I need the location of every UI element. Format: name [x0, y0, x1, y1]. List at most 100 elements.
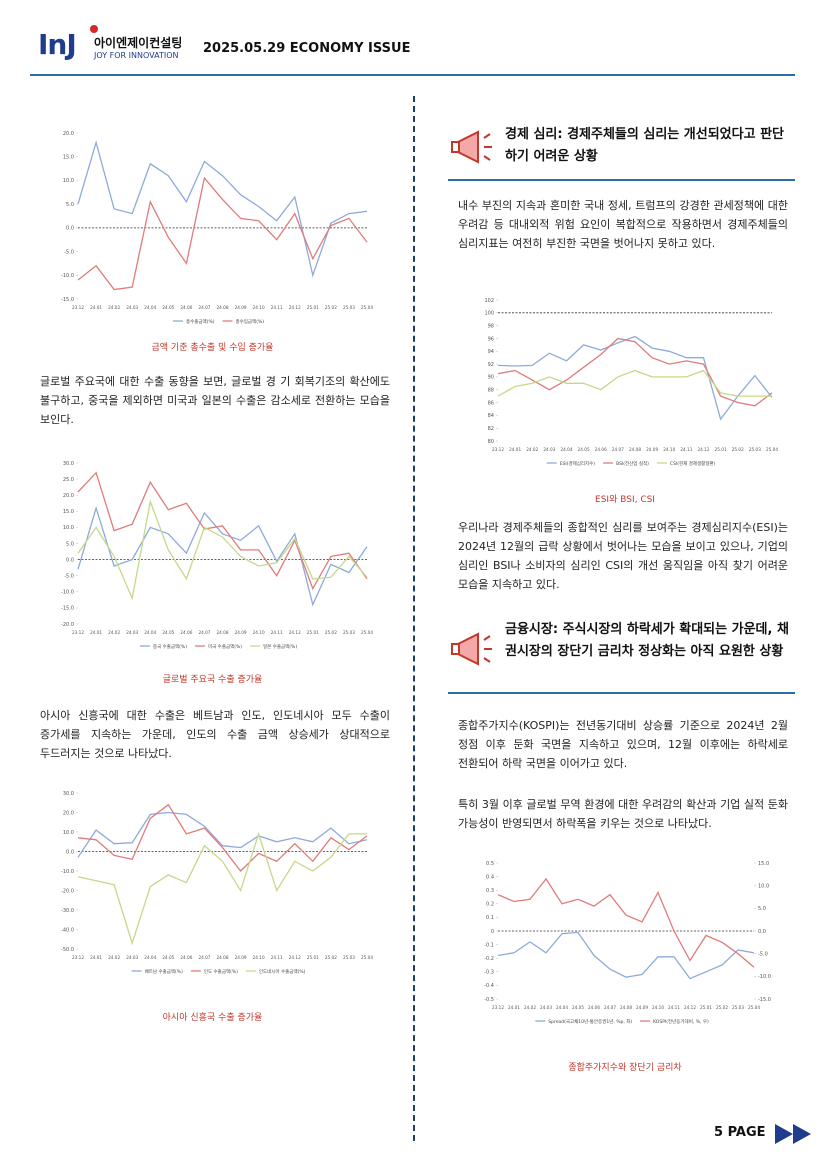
x-tick-label: 25.01 [307, 305, 319, 310]
x-tick-label: 25.04 [766, 447, 778, 452]
y-tick-label: 0.0 [758, 929, 766, 935]
legend-label: CSI(현재 경제생활형편) [670, 460, 716, 467]
x-tick-label: 24.01 [90, 630, 102, 635]
y-tick-label: 20.0 [63, 493, 74, 499]
y-tick-label: 102 [484, 298, 494, 304]
x-tick-label: 25.04 [361, 630, 373, 635]
x-tick-label: 24.11 [668, 1005, 680, 1010]
series-line [77, 831, 367, 946]
y-tick-label: -10.0 [758, 974, 771, 980]
series-line [77, 471, 368, 591]
x-tick-label: 24.04 [144, 955, 156, 960]
y-tick-label: 80 [488, 439, 494, 445]
y-tick-label: 0.3 [486, 888, 494, 894]
legend-label: 인도네시아 수출금액(%) [259, 968, 306, 975]
y-tick-label: 5.0 [66, 202, 74, 208]
y-tick-label: 25.0 [63, 477, 74, 483]
x-tick-label: 24.08 [620, 1005, 632, 1010]
legend-label: 총수입금액(%) [236, 318, 265, 325]
y-tick-label: 15.0 [63, 509, 74, 515]
header: InJ 아이엔제이컨설팅 JOY FOR INNOVATION 2025.05.… [38, 22, 798, 67]
x-tick-label: 24.11 [271, 955, 283, 960]
chart-caption: 아시아 신흥국 수출 증가율 [162, 1013, 263, 1023]
x-tick-label: 24.05 [162, 630, 174, 635]
legend-label: 베트남 수출금액(%) [145, 968, 183, 975]
x-tick-label: 24.01 [508, 1005, 520, 1010]
y-tick-label: 0.0 [66, 557, 74, 563]
y-tick-label: -20.0 [61, 622, 74, 628]
issue-title: 2025.05.29 ECONOMY ISSUE [203, 41, 411, 56]
x-tick-label: 25.02 [716, 1005, 728, 1010]
x-tick-label: 24.10 [253, 305, 265, 310]
x-tick-label: 24.05 [162, 955, 174, 960]
chart-caption: 금액 기준 총수출 및 수입 증가율 [151, 343, 274, 353]
legend-label: ESI(경제심리지수) [560, 460, 596, 467]
y-tick-label: 10.0 [758, 883, 769, 889]
series-line [77, 140, 368, 278]
logo: InJ [38, 28, 77, 61]
series-line [497, 335, 773, 421]
section-heading: 금융시장: 주식시장의 하락세가 확대되는 가운데, 채권시장의 장단기 금리차… [505, 622, 789, 659]
x-tick-label: 24.01 [509, 447, 521, 452]
y-tick-label: 10.0 [63, 830, 74, 836]
x-tick-label: 24.08 [217, 630, 229, 635]
y-tick-label: 0.0 [66, 226, 74, 232]
x-tick-label: 25.04 [361, 955, 373, 960]
y-tick-label: 0.1 [486, 915, 494, 921]
x-tick-label: 24.12 [289, 630, 301, 635]
y-tick-label: -20.0 [61, 888, 74, 894]
series-line [497, 369, 772, 397]
legend-label: KOSPI(전년동기대비, %, 우) [653, 1018, 709, 1025]
chart-caption: 종합주가지수와 장단기 금리차 [568, 1063, 682, 1073]
y-tick-label: -10.0 [61, 869, 74, 875]
heading-rule [448, 179, 795, 181]
series-line [77, 505, 368, 607]
x-tick-label: 24.04 [144, 305, 156, 310]
x-tick-label: 25.03 [343, 630, 355, 635]
x-tick-label: 25.03 [749, 447, 761, 452]
x-tick-label: 23.12 [492, 447, 504, 452]
y-tick-label: 94 [488, 349, 494, 355]
x-tick-label: 24.02 [108, 955, 120, 960]
y-tick-label: 0.2 [486, 902, 494, 908]
x-tick-label: 24.07 [198, 955, 210, 960]
y-tick-label: 0.4 [486, 874, 494, 880]
paragraph: 글로벌 주요국에 대한 수출 동향을 보면, 글로벌 경 기 회복기조의 확산에… [40, 375, 390, 426]
series-line [77, 176, 368, 291]
x-tick-label: 25.01 [700, 1005, 712, 1010]
x-tick-label: 24.04 [556, 1005, 568, 1010]
y-tick-label: 100 [484, 311, 494, 317]
chart: 102 100 98 96 94 92 90 88 86 84 82 80 23.12 24.01 24.0… [484, 298, 778, 467]
x-tick-label: 24.02 [108, 630, 120, 635]
megaphone-icon [451, 632, 492, 666]
paragraph: 종합주가지수(KOSPI)는 전년동기대비 상승률 기준으로 2024년 2월 … [458, 719, 788, 770]
section-heading: 경제 심리: 경제주체들의 심리는 개선되었다고 판단하기 어려운 상황 [505, 127, 784, 164]
x-tick-label: 24.08 [629, 447, 641, 452]
x-tick-label: 25.02 [732, 447, 744, 452]
chart-caption: ESI와 BSI, CSI [595, 495, 655, 505]
y-tick-label: -15.0 [758, 997, 771, 1003]
megaphone-icon [451, 130, 492, 164]
x-tick-label: 25.04 [361, 305, 373, 310]
x-tick-label: 24.11 [271, 630, 283, 635]
x-tick-label: 24.04 [561, 447, 573, 452]
series-line [77, 803, 368, 872]
x-tick-label: 24.03 [126, 305, 138, 310]
y-tick-label: 86 [488, 400, 494, 406]
page-number: 5 PAGE [714, 1125, 766, 1140]
y-tick-label: -50.0 [61, 947, 74, 953]
series-line [497, 877, 755, 968]
x-tick-label: 24.03 [126, 630, 138, 635]
x-tick-label: 24.08 [217, 305, 229, 310]
x-tick-label: 25.03 [732, 1005, 744, 1010]
y-tick-label: 96 [488, 336, 494, 342]
y-tick-label: -15.0 [61, 606, 74, 612]
x-tick-label: 24.06 [588, 1005, 600, 1010]
y-tick-label: 20.0 [63, 131, 74, 137]
paragraph: 아시아 신흥국에 대한 수출은 베트남과 인도, 인도네시아 모두 수출이 증가… [40, 709, 390, 760]
x-tick-label: 25.01 [307, 630, 319, 635]
x-tick-label: 24.10 [663, 447, 675, 452]
x-tick-label: 24.03 [540, 1005, 552, 1010]
x-tick-label: 25.03 [343, 305, 355, 310]
x-tick-label: 24.07 [198, 630, 210, 635]
